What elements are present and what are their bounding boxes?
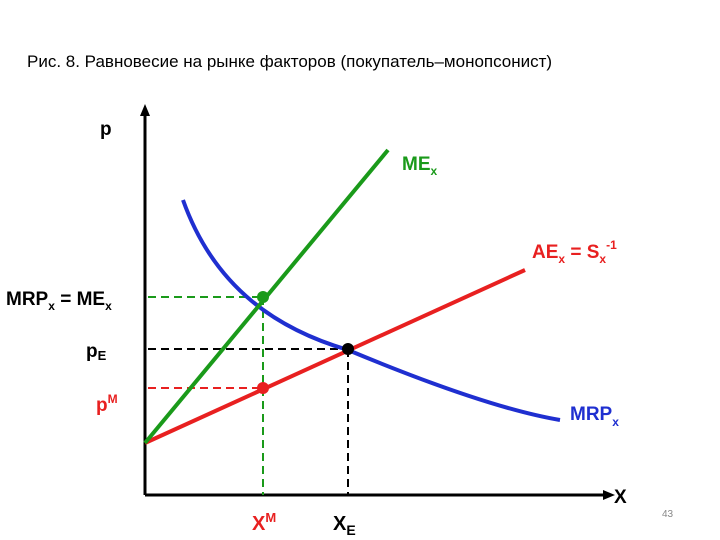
xe-quantity-label: XE xyxy=(333,513,356,538)
slide-number: 43 xyxy=(662,509,674,520)
supply-curve-label: AEx = Sx-1 xyxy=(532,238,617,266)
point-mrp-me-intersection xyxy=(257,291,269,303)
mrp-eq-me-level-label: MRPx = MEx xyxy=(6,289,112,313)
pe-level-label: pE xyxy=(86,341,107,363)
mrp-curve-label: MRPx xyxy=(570,404,619,429)
y-axis-label: p xyxy=(100,119,112,140)
x-axis-arrow xyxy=(603,490,615,500)
figure-caption: Рис. 8. Равновесие на рынке факторов (по… xyxy=(27,52,553,71)
y-axis-arrow xyxy=(140,104,150,116)
point-monopsony-m xyxy=(257,382,269,394)
me-curve-label: MEx xyxy=(402,154,438,178)
supply-ae-line xyxy=(144,268,526,445)
point-equilibrium-e xyxy=(342,343,354,355)
x-axis-label: X xyxy=(614,487,627,508)
pm-level-label: pM xyxy=(96,392,118,416)
xm-quantity-label: XM xyxy=(252,510,276,535)
